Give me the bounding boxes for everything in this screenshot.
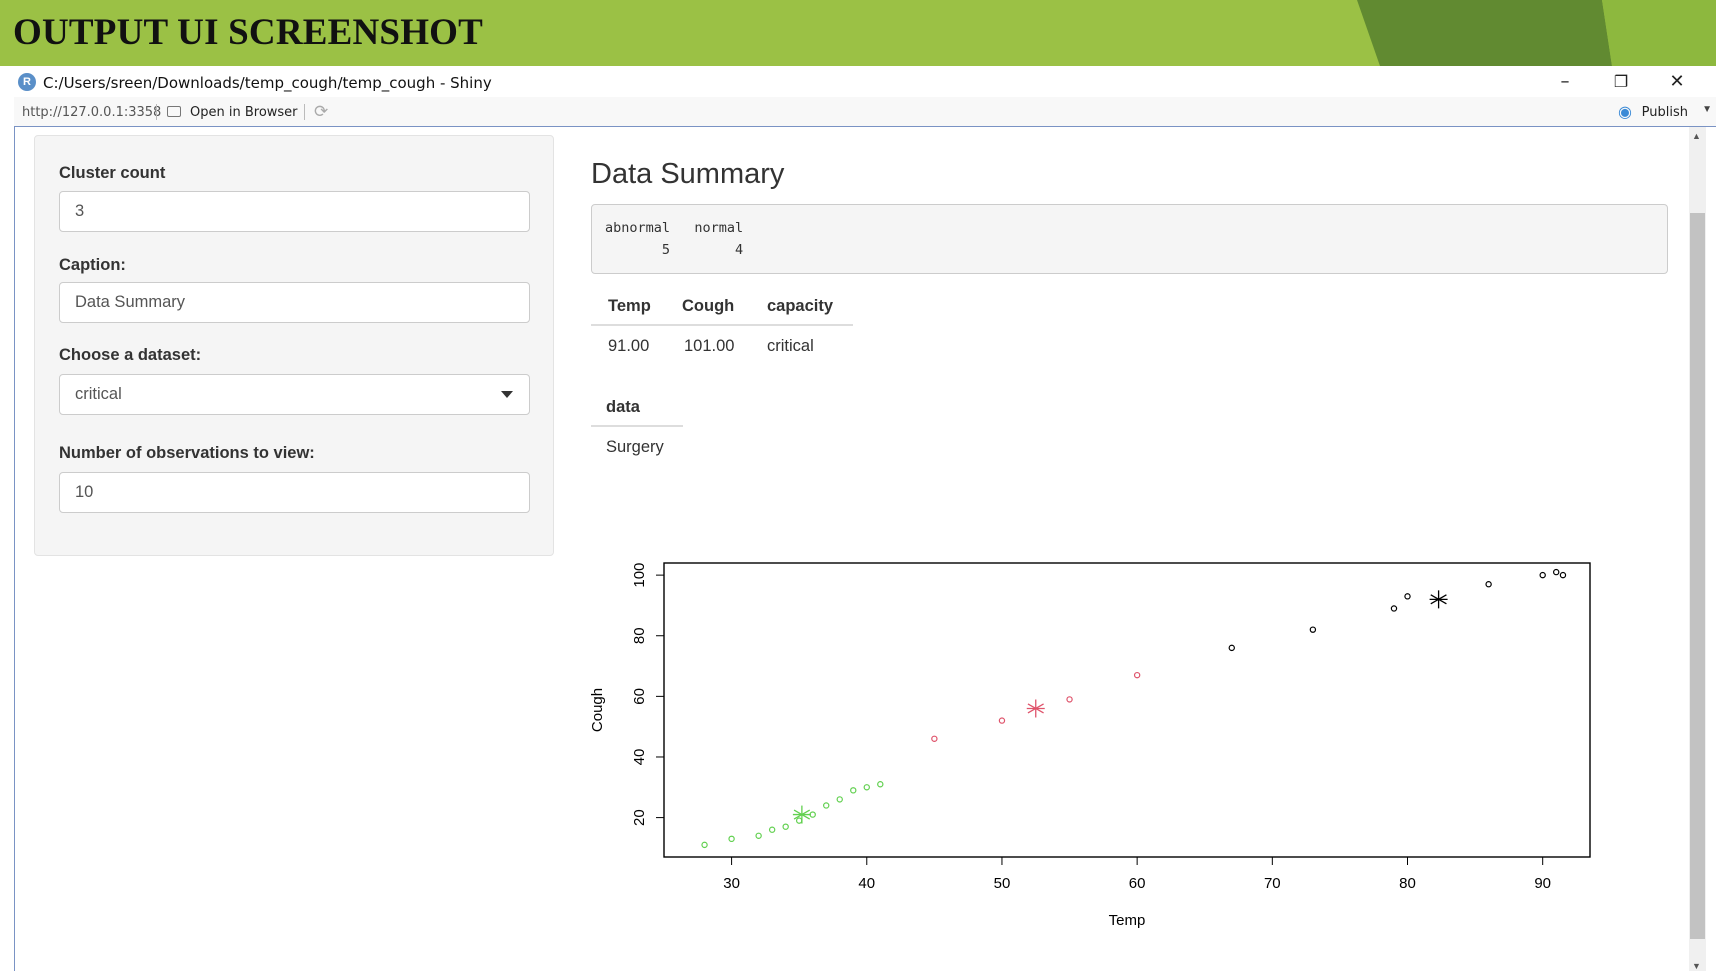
observations-label: Number of observations to view: (59, 444, 315, 462)
data-point (998, 717, 1006, 724)
cluster-count-input[interactable]: 3 (59, 191, 530, 232)
table-header-cough: Cough (682, 297, 735, 315)
dataset-label: Choose a dataset: (59, 346, 202, 364)
data-point (863, 784, 870, 791)
x-tick-label: 90 (1534, 875, 1551, 892)
table-header-rule (591, 425, 683, 427)
viewer-toolbar: http://127.0.0.1:3358 Open in Browser ⟳ … (14, 97, 1716, 127)
window-title: C:/Users/sreen/Downloads/temp_cough/temp… (43, 74, 492, 92)
data-point (768, 826, 776, 833)
y-tick-label: 20 (631, 809, 648, 826)
summary-output: abnormal normal 5 4 (591, 204, 1668, 274)
plot-frame (663, 562, 1591, 858)
chevron-down-icon (501, 391, 513, 398)
data-point (1404, 593, 1411, 600)
publish-dropdown-icon[interactable]: ▼ (1702, 104, 1712, 115)
data-point (836, 796, 843, 803)
table-cell-cough: 101.00 (684, 337, 735, 355)
open-browser-icon (167, 106, 181, 117)
banner-title: OUTPUT UI SCREENSHOT (13, 12, 484, 53)
slide-banner: OUTPUT UI SCREENSHOT (0, 0, 1716, 66)
caption-input[interactable]: Data Summary (59, 282, 530, 323)
publish-button[interactable]: Publish (1641, 105, 1688, 120)
data-point (1539, 571, 1546, 579)
cluster-scatter-plot: 30 40 50 60 70 80 90 20 40 60 80 100 Temp Cough (589, 555, 1640, 971)
y-tick-label: 60 (631, 688, 648, 705)
data-point (1485, 581, 1492, 588)
y-axis-label: Cough (590, 688, 606, 732)
url-display[interactable]: http://127.0.0.1:3358 (22, 105, 162, 120)
data-point (728, 835, 735, 843)
table-cell-temp: 91.00 (608, 337, 650, 355)
table-cell-data: Surgery (606, 438, 664, 456)
summary-line-counts: 5 4 (605, 242, 744, 258)
y-tick-label: 80 (631, 627, 648, 644)
toolbar-divider (304, 104, 305, 120)
banner-decoration (1357, 0, 1716, 66)
scroll-down-icon[interactable]: ▼ (1692, 961, 1701, 971)
vertical-scrollbar[interactable]: ▲ ▼ (1689, 127, 1706, 971)
cluster-center-marker (792, 805, 811, 824)
data-point (782, 823, 789, 830)
data-point (1559, 571, 1567, 579)
x-tick-label: 40 (858, 875, 875, 892)
table-header-temp: Temp (608, 297, 651, 315)
sidebar-panel: Cluster count 3 Caption: Data Summary Ch… (34, 135, 554, 556)
minimize-button[interactable]: – (1560, 71, 1570, 92)
x-tick-label: 60 (1129, 875, 1146, 892)
caption-heading: Data Summary (591, 158, 785, 190)
open-in-browser-button[interactable]: Open in Browser (190, 105, 298, 120)
x-tick-label: 70 (1264, 875, 1281, 892)
cluster-center-marker (1429, 590, 1448, 609)
observations-input[interactable]: 10 (59, 472, 530, 513)
summary-line-names: abnormal normal (605, 220, 744, 236)
y-tick-label: 100 (631, 563, 648, 588)
toolbar-divider (156, 104, 157, 120)
table-header-capacity: capacity (767, 297, 834, 315)
restore-button[interactable]: ❐ (1613, 72, 1629, 91)
data-point (931, 735, 938, 742)
publish-icon: ◉ (1618, 104, 1632, 121)
y-tick-label: 40 (631, 749, 648, 766)
table-cell-capacity: critical (767, 337, 814, 355)
data-point (823, 802, 830, 809)
data-point (1553, 568, 1560, 576)
data-point (1066, 696, 1073, 703)
refresh-icon[interactable]: ⟳ (314, 102, 329, 121)
caption-label: Caption: (59, 256, 126, 274)
data-point (877, 781, 884, 788)
x-tick-label: 50 (994, 875, 1011, 892)
x-axis-label: Temp (1109, 912, 1146, 929)
r-app-icon: R (18, 73, 36, 91)
data-point (795, 817, 803, 824)
data-point (1309, 626, 1317, 633)
table-header-data: data (606, 398, 640, 416)
cluster-center-marker (1026, 699, 1045, 718)
data-point (1228, 644, 1235, 652)
scrollbar-thumb[interactable] (1690, 213, 1705, 939)
data-point (1133, 671, 1141, 679)
close-button[interactable]: ✕ (1669, 71, 1685, 92)
scatter-plot-svg: 30 40 50 60 70 80 90 20 40 60 80 100 Temp Cough (589, 562, 1591, 929)
dataset-select-value: critical (75, 385, 122, 403)
x-tick-label: 30 (723, 875, 740, 892)
data-point (850, 787, 857, 794)
x-tick-label: 80 (1399, 875, 1416, 892)
cluster-count-label: Cluster count (59, 164, 166, 182)
scroll-up-icon[interactable]: ▲ (1692, 131, 1701, 141)
dataset-select[interactable]: critical (59, 374, 530, 415)
data-point (755, 832, 762, 839)
window-titlebar: R C:/Users/sreen/Downloads/temp_cough/te… (0, 66, 1716, 97)
data-point (701, 841, 708, 849)
table-header-rule (591, 324, 853, 326)
data-point (1390, 605, 1398, 612)
